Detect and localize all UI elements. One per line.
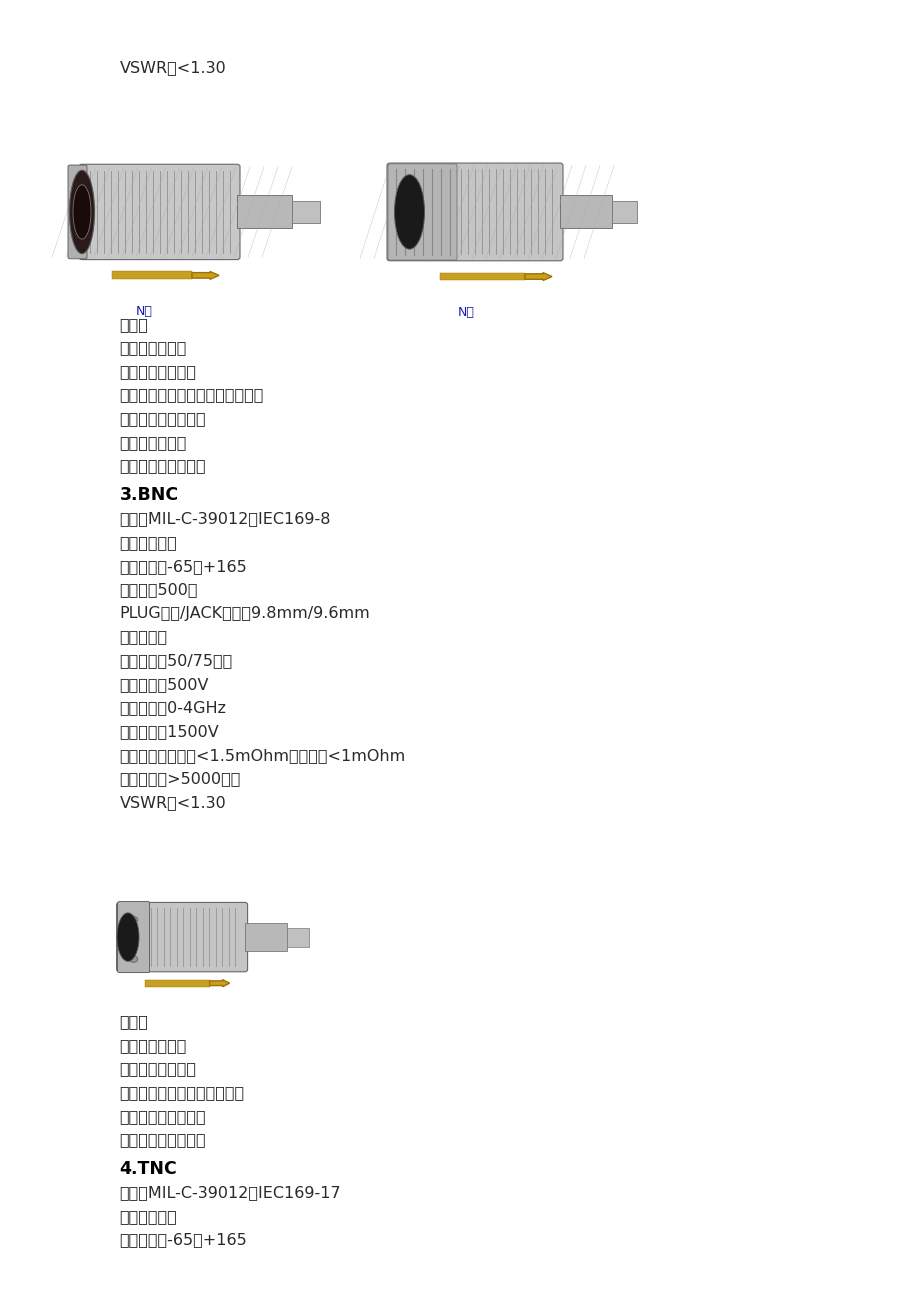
FancyBboxPatch shape <box>118 901 150 973</box>
Bar <box>439 272 525 280</box>
Ellipse shape <box>70 171 95 254</box>
FancyBboxPatch shape <box>117 902 247 971</box>
FancyBboxPatch shape <box>79 164 240 259</box>
Text: 温度范围：-65～+165: 温度范围：-65～+165 <box>119 1233 247 1247</box>
Ellipse shape <box>117 913 139 961</box>
Text: 壳体：黄铜镀镍: 壳体：黄铜镀镍 <box>119 1038 187 1053</box>
Ellipse shape <box>394 174 424 249</box>
Bar <box>291 201 320 223</box>
Text: 特点：螺纹式: 特点：螺纹式 <box>119 1208 177 1224</box>
Text: 频率范围：0-4GHz: 频率范围：0-4GHz <box>119 700 226 716</box>
Text: 材料：: 材料： <box>119 1014 148 1029</box>
Text: 标准：MIL-C-39012、IEC169-17: 标准：MIL-C-39012、IEC169-17 <box>119 1185 341 1200</box>
Bar <box>244 923 287 952</box>
Text: 插孔：钟青铜或锡青铜镀硬金: 插孔：钟青铜或锡青铜镀硬金 <box>119 1085 244 1100</box>
Text: 绵缘体：聚四氟乙烯: 绵缘体：聚四氟乙烯 <box>119 411 206 426</box>
Ellipse shape <box>73 185 91 240</box>
Text: 压接套：铜合金镀镍: 压接套：铜合金镀镍 <box>119 1133 206 1147</box>
Text: 压接套：铜合金镀镍: 压接套：铜合金镀镍 <box>119 458 206 474</box>
Bar <box>560 195 611 228</box>
Text: PLUG内径/JACK内径：9.8mm/9.6mm: PLUG内径/JACK内径：9.8mm/9.6mm <box>119 605 370 621</box>
Text: 插针：黄铜镀硬金: 插针：黄铜镀硬金 <box>119 1061 197 1077</box>
Text: 电气性能：: 电气性能： <box>119 630 167 644</box>
Text: 绵缘体：聚四氟乙烯: 绵缘体：聚四氟乙烯 <box>119 1109 206 1124</box>
Text: 标准：MIL-C-39012、IEC169-8: 标准：MIL-C-39012、IEC169-8 <box>119 512 331 526</box>
Bar <box>112 271 192 280</box>
Text: N公: N公 <box>135 305 153 318</box>
FancyBboxPatch shape <box>387 163 562 260</box>
Text: 插孔：钟青铜镀硬金或锡青铜镀金: 插孔：钟青铜镀硬金或锡青铜镀金 <box>119 388 264 402</box>
Bar <box>287 927 308 947</box>
Text: 特点：卡口式: 特点：卡口式 <box>119 535 177 549</box>
Bar <box>611 201 636 223</box>
Text: 接触电阵：内导体<1.5mOhm，外导体<1mOhm: 接触电阵：内导体<1.5mOhm，外导体<1mOhm <box>119 747 405 763</box>
Text: 绵缘电阵：>5000兆欧: 绵缘电阵：>5000兆欧 <box>119 771 241 786</box>
Text: 3.BNC: 3.BNC <box>119 486 178 504</box>
Text: 材料：: 材料： <box>119 316 148 332</box>
Bar <box>237 195 291 228</box>
FancyArrow shape <box>210 979 230 987</box>
FancyBboxPatch shape <box>388 164 457 260</box>
Text: N母: N母 <box>458 306 474 319</box>
Text: 壳体：黄铜镀镍: 壳体：黄铜镀镍 <box>119 340 187 355</box>
FancyArrow shape <box>525 272 551 280</box>
FancyArrow shape <box>192 271 219 280</box>
Text: 密封件：硫橡胶: 密封件：硫橡胶 <box>119 435 187 450</box>
Text: 温度范围：-65～+165: 温度范围：-65～+165 <box>119 559 247 574</box>
Text: 4.TNC: 4.TNC <box>119 1160 177 1177</box>
Ellipse shape <box>130 917 138 923</box>
Ellipse shape <box>130 956 138 962</box>
Text: VSWR：<1.30: VSWR：<1.30 <box>119 796 226 810</box>
Text: 工作电压：500V: 工作电压：500V <box>119 677 209 691</box>
Text: 特性阻抗：50/75欧姆: 特性阻抗：50/75欧姆 <box>119 654 233 668</box>
FancyBboxPatch shape <box>68 165 87 259</box>
Text: 插针：黄铜镀硬金: 插针：黄铜镀硬金 <box>119 365 197 379</box>
Text: VSWR：<1.30: VSWR：<1.30 <box>119 60 226 76</box>
Text: 介质耐压：1500V: 介质耐压：1500V <box>119 724 219 740</box>
Bar <box>144 979 210 987</box>
Text: 耐久性：500次: 耐久性：500次 <box>119 582 198 598</box>
